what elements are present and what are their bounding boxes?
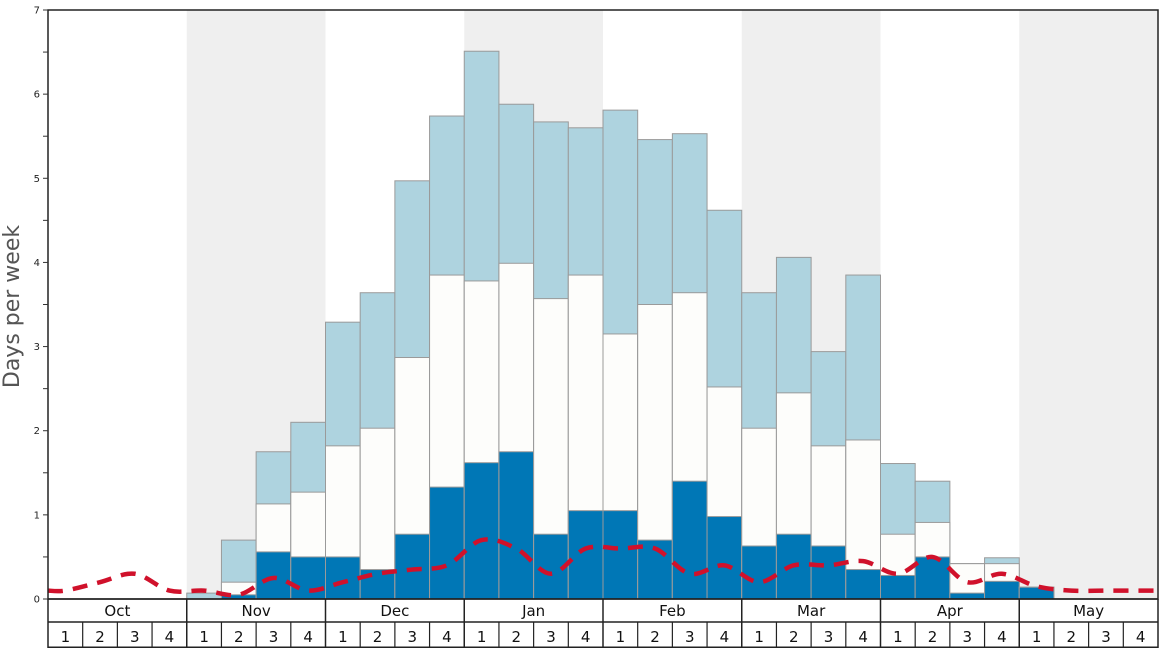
- month-label-jan: Jan: [521, 602, 545, 620]
- bar-dark-12: [463, 462, 500, 600]
- bar-dark-22: [810, 545, 847, 600]
- week-label: 2: [95, 628, 105, 646]
- bar-dark-20: [741, 545, 777, 600]
- y-tick-label: 2: [34, 426, 40, 437]
- y-tick-label: 5: [34, 174, 40, 185]
- week-label: 2: [234, 628, 244, 646]
- y-tick-label: 1: [34, 510, 40, 521]
- y-tick-label: 4: [34, 258, 40, 269]
- y-tick-label: 0: [34, 595, 40, 606]
- week-label: 4: [858, 628, 868, 646]
- week-label: 1: [61, 628, 71, 646]
- bar-dark-26: [949, 592, 986, 600]
- bar-dark-8: [325, 556, 361, 600]
- week-label: 1: [338, 628, 348, 646]
- x-axis: Oct Nov Dec Jan Feb Mar Apr May 1 2 3 4 1 2 3 4 1 2 3 4 1 2 3 4…: [47, 598, 1159, 648]
- y-tick-label: 3: [34, 342, 40, 353]
- week-label: 4: [165, 628, 175, 646]
- month-label-may: May: [1073, 602, 1104, 620]
- month-shade-may: [1019, 10, 1158, 599]
- week-label: 3: [269, 628, 279, 646]
- month-label-apr: Apr: [937, 602, 964, 620]
- week-label: 3: [685, 628, 695, 646]
- week-label: 3: [962, 628, 972, 646]
- bar-dark-25: [914, 556, 951, 600]
- y-tick-label: 6: [34, 90, 40, 101]
- month-label-dec: Dec: [380, 602, 409, 620]
- month-label-oct: Oct: [104, 602, 130, 620]
- week-label: 3: [407, 628, 417, 646]
- week-label: 4: [720, 628, 730, 646]
- bar-dark-27: [984, 580, 1020, 600]
- bar-dark-7: [290, 556, 326, 600]
- week-label: 2: [373, 628, 383, 646]
- y-axis-title: Days per week: [0, 225, 25, 388]
- bar-dark-13: [498, 451, 535, 600]
- week-label: 1: [1032, 628, 1042, 646]
- week-label: 1: [616, 628, 626, 646]
- week-label: 1: [477, 628, 487, 646]
- week-label: 4: [303, 628, 313, 646]
- week-label: 4: [997, 628, 1007, 646]
- month-label-nov: Nov: [241, 602, 270, 620]
- bar-dark-23: [845, 569, 881, 600]
- week-label: 1: [893, 628, 903, 646]
- bar-dark-6: [255, 551, 292, 600]
- bar-dark-9: [359, 569, 396, 600]
- bar-dark-10: [394, 533, 431, 600]
- bar-dark-16: [602, 510, 639, 600]
- bar-dark-24: [880, 574, 916, 600]
- month-label-mar: Mar: [797, 602, 826, 620]
- bar-dark-19: [706, 516, 743, 600]
- month-label-feb: Feb: [659, 602, 686, 620]
- week-label: 4: [581, 628, 591, 646]
- bar-dark-15: [567, 510, 604, 600]
- week-label: 1: [754, 628, 764, 646]
- week-label: 4: [442, 628, 452, 646]
- bar-dark-18: [671, 480, 708, 600]
- week-label: 3: [824, 628, 834, 646]
- y-axis: 0 1 2 3 4 5 6 7: [34, 6, 48, 606]
- week-label: 2: [512, 628, 522, 646]
- week-label: 2: [650, 628, 660, 646]
- week-label: 1: [199, 628, 209, 646]
- week-label: 3: [130, 628, 140, 646]
- week-label: 2: [928, 628, 938, 646]
- week-label: 2: [789, 628, 799, 646]
- bars-group: [186, 50, 1055, 600]
- week-label: 2: [1067, 628, 1077, 646]
- y-tick-label: 7: [34, 6, 40, 17]
- series-line: [47, 537, 1158, 598]
- bar-dark-11: [429, 486, 465, 600]
- week-label: 4: [1136, 628, 1146, 646]
- week-label: 3: [546, 628, 556, 646]
- week-label: 3: [1101, 628, 1111, 646]
